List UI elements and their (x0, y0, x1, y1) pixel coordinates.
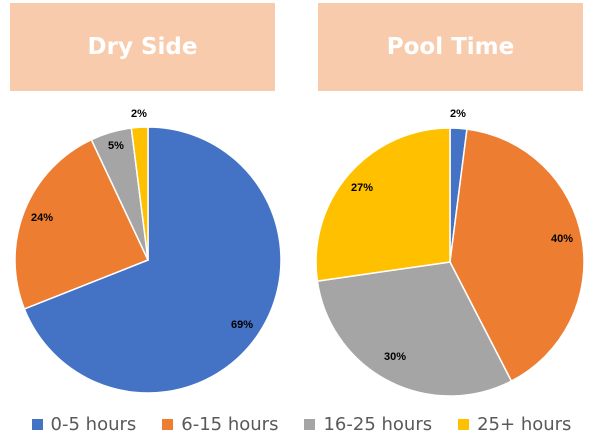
chart-legend: 0-5 hours 6-15 hours 16-25 hours 25+ hou… (0, 409, 603, 439)
dry-side-title: Dry Side (10, 3, 275, 91)
pool-time-slice-6-15-hours (449, 128, 585, 382)
dry-side-data-label-0-5-hours: 69% (231, 319, 253, 331)
pool-time-data-label-6-15-hours: 40% (551, 233, 573, 245)
legend-swatch-0-5-hours (31, 418, 43, 430)
legend-label-6-15-hours: 6-15 hours (181, 413, 279, 435)
legend-swatch-6-15-hours (162, 418, 174, 430)
legend-swatch-16-25-hours (304, 418, 316, 430)
pool-time-data-label-0-5-hours: 2% (450, 108, 466, 120)
pool-time-data-label-25-plus-hours: 27% (351, 182, 373, 194)
dry-side-slice-6-15-hours (14, 138, 149, 310)
pool-time-data-label-16-25-hours: 30% (384, 351, 406, 363)
dry-side-slice-0-5-hours (23, 126, 282, 394)
legend-item-25-plus-hours: 25+ hours (458, 414, 571, 435)
legend-label-25-plus-hours: 25+ hours (477, 413, 572, 435)
pool-time-slice-25-plus-hours (315, 127, 451, 282)
dry-side-data-label-16-25-hours: 5% (108, 140, 124, 152)
legend-label-16-25-hours: 16-25 hours (323, 413, 433, 435)
legend-label-0-5-hours: 0-5 hours (50, 413, 137, 435)
legend-item-6-15-hours: 6-15 hours (162, 414, 278, 435)
legend-swatch-25-plus-hours (458, 418, 470, 430)
dry-side-slice-25-plus-hours (130, 126, 149, 261)
legend-item-16-25-hours: 16-25 hours (304, 414, 432, 435)
dry-side-data-label-25-plus-hours: 2% (131, 108, 147, 120)
pool-time-slice-16-25-hours (316, 261, 513, 397)
pool-time-title: Pool Time (318, 3, 583, 91)
legend-item-0-5-hours: 0-5 hours (31, 413, 137, 435)
dry-side-data-label-6-15-hours: 24% (31, 212, 53, 224)
